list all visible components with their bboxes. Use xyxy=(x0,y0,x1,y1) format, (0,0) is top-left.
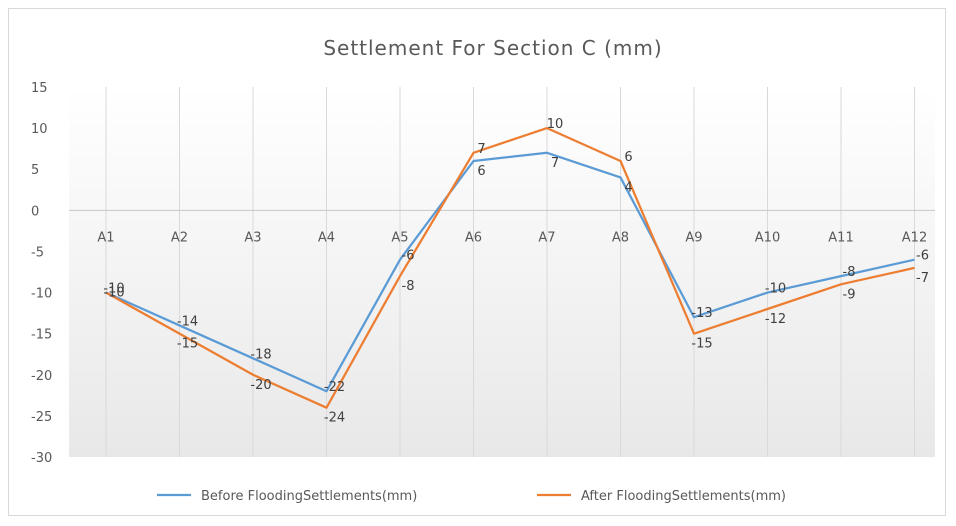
legend-label-before: Before FloodingSettlements(mm) xyxy=(201,489,417,504)
data-label: 6 xyxy=(477,164,485,179)
x-tick-label: A1 xyxy=(97,230,114,245)
series-line-after xyxy=(105,126,915,409)
x-tick-label: A8 xyxy=(612,230,629,245)
data-label: -8 xyxy=(402,279,415,294)
x-tick-label: A5 xyxy=(391,230,408,245)
data-label: -6 xyxy=(402,249,415,264)
y-tick-label: -20 xyxy=(31,369,52,384)
x-tick-label: A9 xyxy=(685,230,702,245)
y-tick-label: -10 xyxy=(31,287,52,302)
data-label: 6 xyxy=(624,150,632,165)
data-label: -13 xyxy=(691,306,712,321)
y-tick-label: 0 xyxy=(31,204,39,219)
data-label: -7 xyxy=(916,271,929,286)
grid-layer xyxy=(105,87,915,457)
data-label: -10 xyxy=(103,286,124,301)
data-label: -22 xyxy=(324,380,345,395)
y-tick-label: -30 xyxy=(31,451,52,466)
legend: Before FloodingSettlements(mm) After Floo… xyxy=(157,489,786,504)
x-tick-label: A11 xyxy=(828,230,853,245)
y-tick-label: 10 xyxy=(31,122,48,137)
x-tick-label: A7 xyxy=(538,230,555,245)
series-layer xyxy=(105,126,915,409)
data-label: -10 xyxy=(765,282,786,297)
legend-label-after: After FloodingSettlements(mm) xyxy=(581,489,786,504)
data-label-layer: -10 -14 -18 -22 -6 6 7 4 -13 -10 -8 -6 -10 -15 -20 -24 -… xyxy=(103,117,929,426)
data-label: -20 xyxy=(250,378,271,393)
x-tick-label: A6 xyxy=(465,230,482,245)
y-tick-label: -5 xyxy=(31,245,44,260)
data-label: -8 xyxy=(843,265,856,280)
series-line-before xyxy=(105,151,915,393)
data-label: -24 xyxy=(324,411,345,426)
data-label: -6 xyxy=(916,249,929,264)
data-label: -18 xyxy=(250,347,271,362)
chart-title: Settlement For Section C (mm) xyxy=(323,36,662,60)
data-label: -15 xyxy=(177,337,198,352)
data-label: 7 xyxy=(477,142,485,157)
y-tick-label: 15 xyxy=(31,81,48,96)
data-label: 4 xyxy=(624,180,632,195)
data-label: -14 xyxy=(177,314,198,329)
line-chart: Settlement For Section C (mm) 15 10 5 0 -5 -1… xyxy=(31,36,935,504)
axis-layer: 15 10 5 0 -5 -10 -15 -20 -25 -30 A1 A2 A3 A4 A5 A6 A7 A8 A… xyxy=(31,81,935,466)
x-tick-label: A2 xyxy=(171,230,188,245)
data-label: -10 xyxy=(103,282,124,297)
data-label: 10 xyxy=(547,117,564,132)
data-label: -9 xyxy=(843,287,856,302)
x-tick-label: A10 xyxy=(755,230,780,245)
x-tick-label: A3 xyxy=(244,230,261,245)
y-tick-label: -25 xyxy=(31,410,52,425)
y-tick-label: 5 xyxy=(31,163,39,178)
data-label: -12 xyxy=(765,312,786,327)
data-label: 7 xyxy=(551,156,559,171)
x-tick-label: A12 xyxy=(902,230,927,245)
y-tick-label: -15 xyxy=(31,328,52,343)
data-label: -15 xyxy=(691,337,712,352)
chart-frame: Settlement For Section C (mm) 15 10 5 0 -5 -1… xyxy=(8,8,946,516)
plot-area xyxy=(69,87,935,457)
x-tick-label: A4 xyxy=(318,230,335,245)
